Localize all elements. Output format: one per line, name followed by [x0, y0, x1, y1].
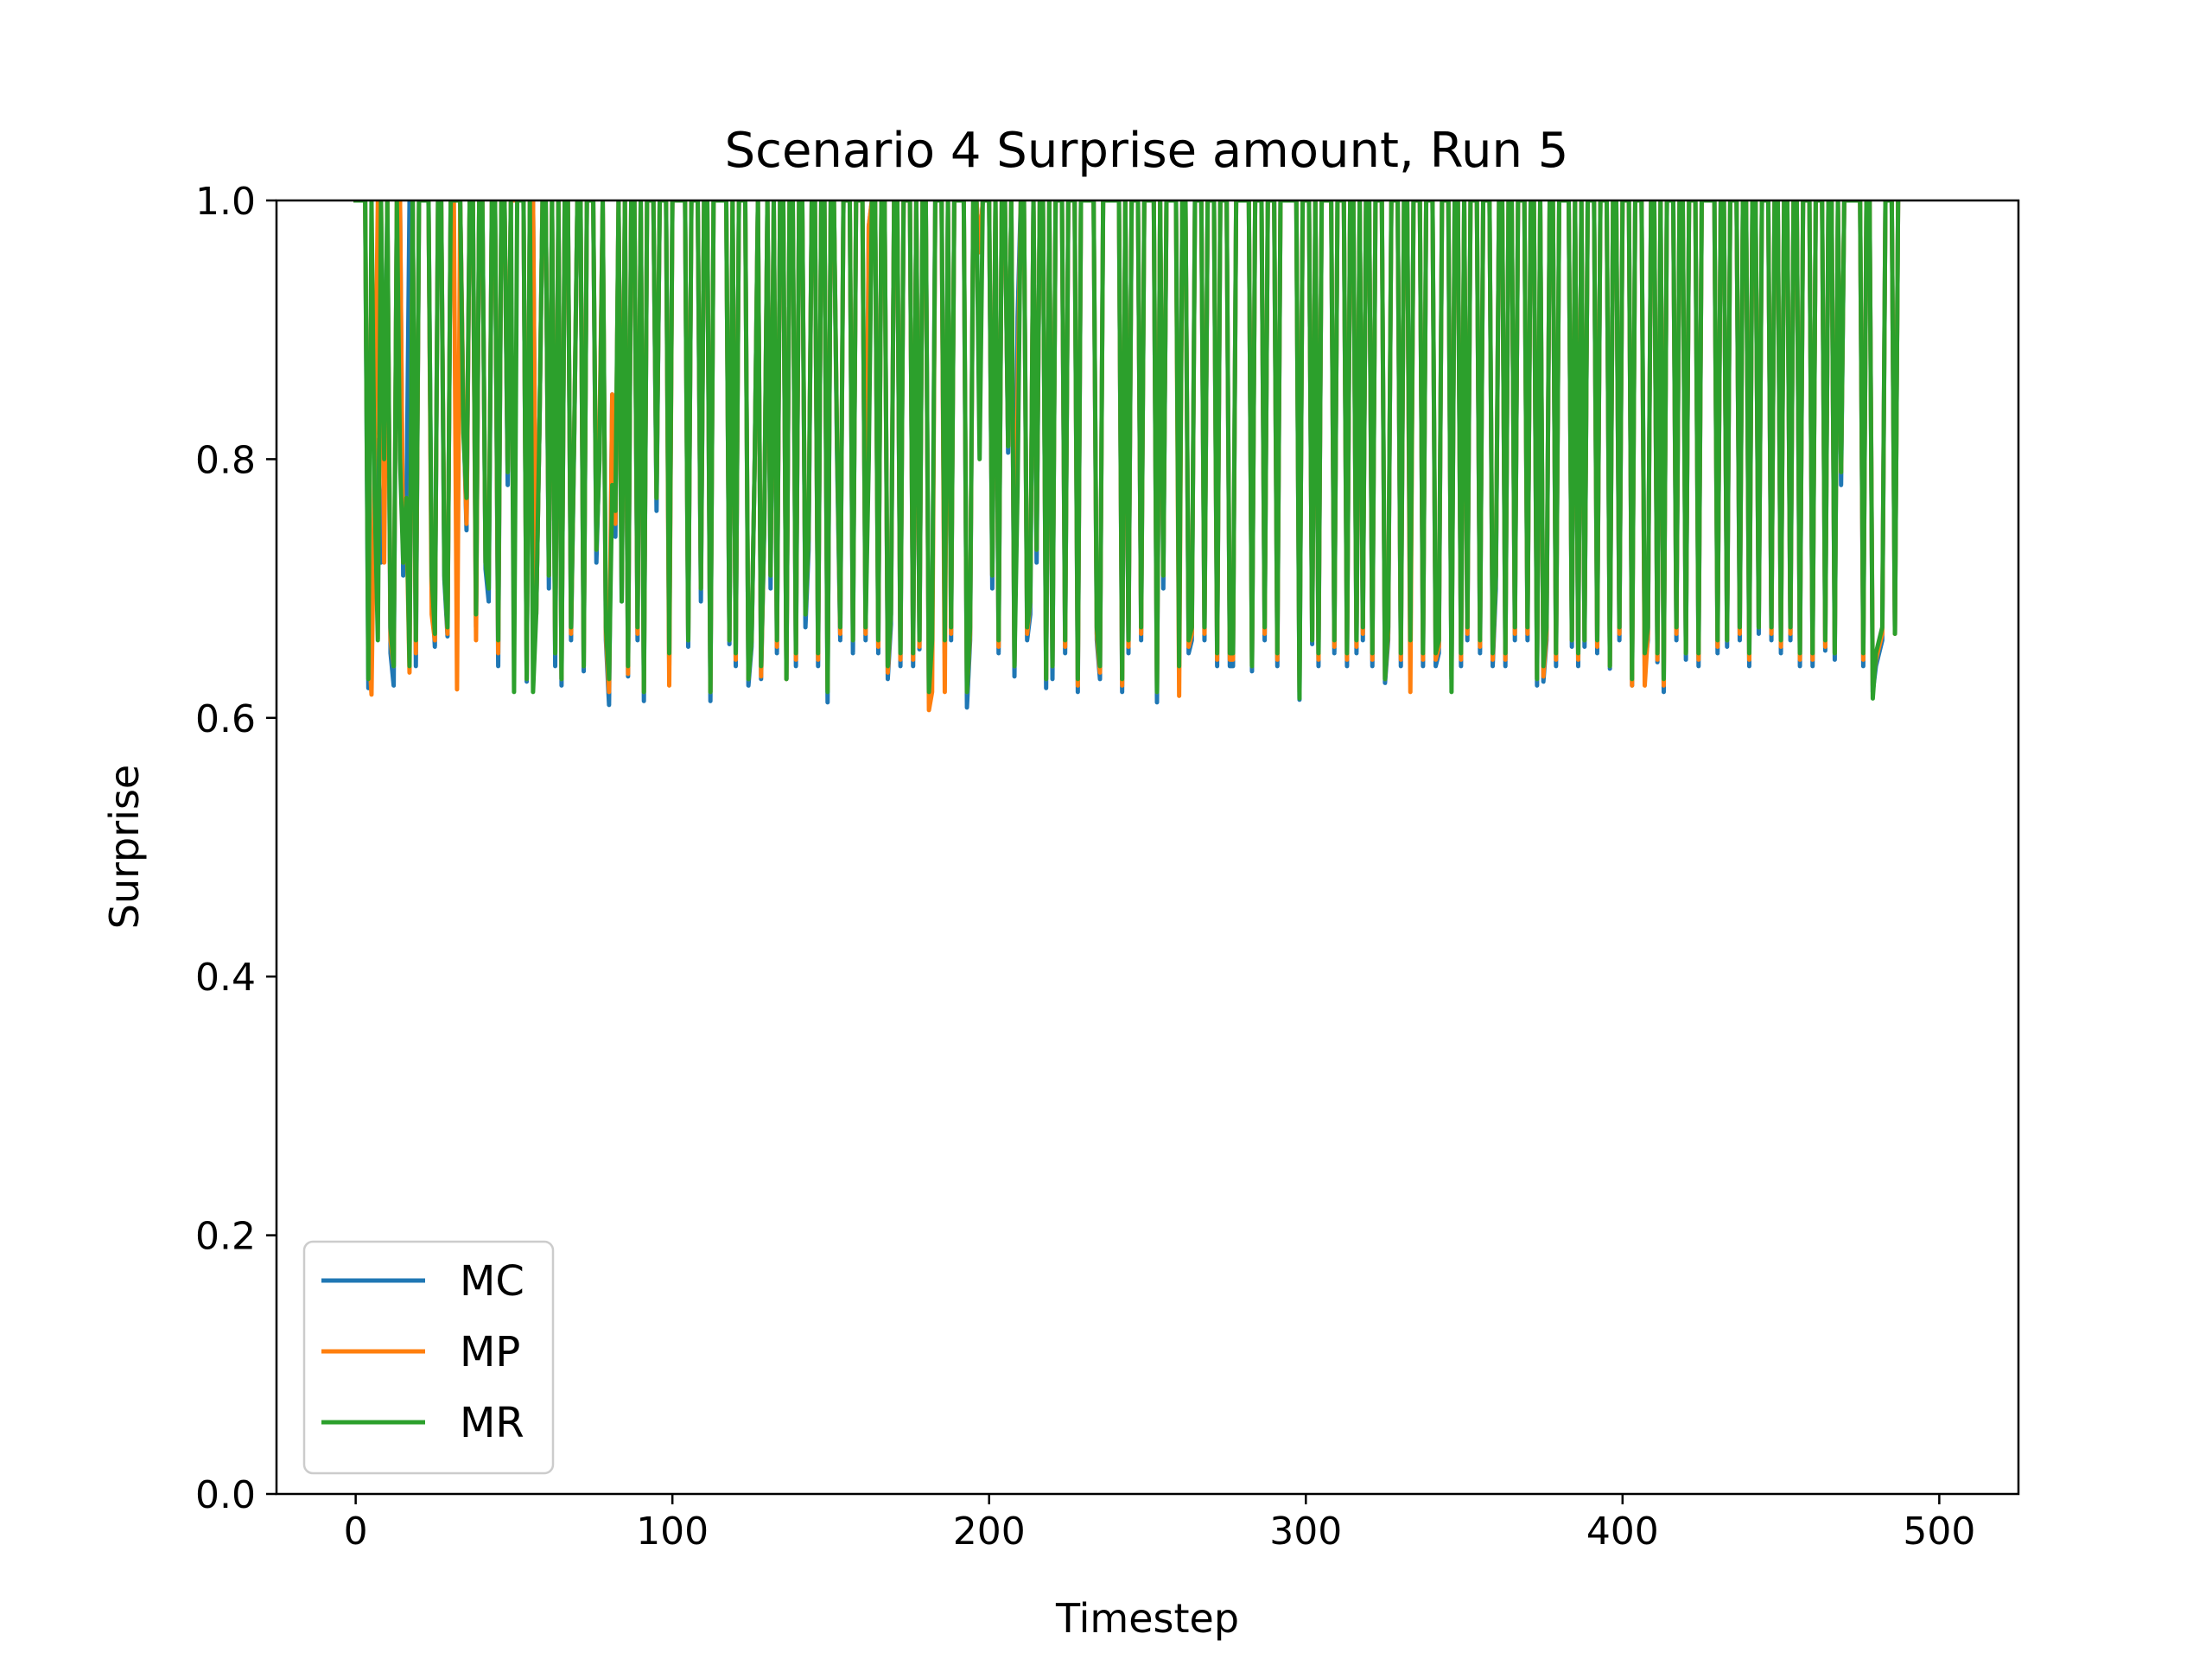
y-tick-label: 1.0: [195, 180, 256, 224]
x-axis-label: Timestep: [1055, 1595, 1239, 1642]
plot-frame: [275, 199, 2020, 1496]
x-tick-label: 0: [344, 1510, 368, 1554]
y-tick-label: 0.4: [195, 956, 256, 1000]
x-axis: 0 100 200 300 400 500: [344, 1494, 1975, 1554]
series-layer: [353, 200, 1901, 713]
y-tick-label: 0.8: [195, 438, 256, 482]
series-line-mr: [353, 200, 1901, 701]
x-tick-label: 100: [636, 1510, 709, 1554]
x-tick-label: 400: [1586, 1510, 1659, 1554]
legend-label-mp: MP: [460, 1328, 520, 1376]
x-tick-label: 300: [1269, 1510, 1342, 1554]
legend-box: [302, 1240, 555, 1475]
x-tick-label: 200: [953, 1510, 1026, 1554]
y-tick-label: 0.6: [195, 697, 256, 741]
y-axis: 0.0 0.2 0.4 0.6 0.8 1.0: [195, 180, 276, 1517]
y-tick-label: 0.2: [195, 1215, 256, 1259]
legend-label-mc: MC: [460, 1257, 524, 1306]
chart-title: Scenario 4 Surprise amount, Run 5: [725, 123, 1569, 179]
y-axis-label: Surprise: [101, 765, 148, 929]
legend-label-mr: MR: [460, 1399, 524, 1447]
y-tick-label: 0.0: [195, 1473, 256, 1517]
legend: MC MP MR: [302, 1240, 555, 1475]
x-tick-label: 500: [1903, 1510, 1975, 1554]
